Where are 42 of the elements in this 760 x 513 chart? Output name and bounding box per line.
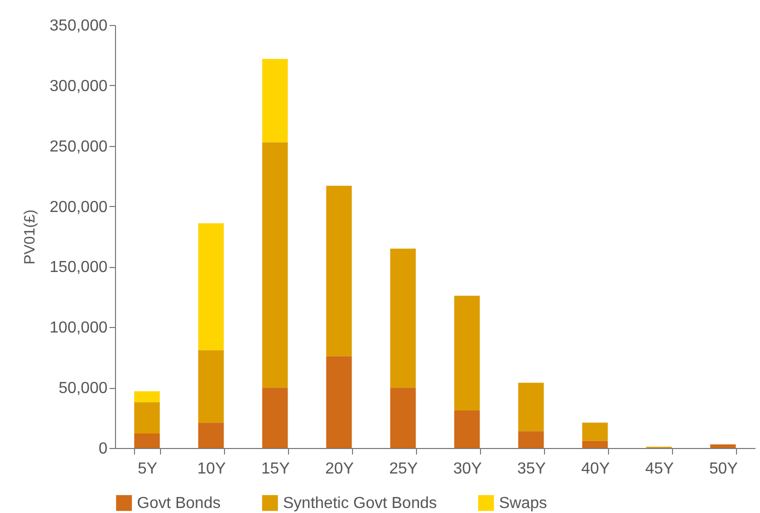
bar <box>518 431 544 448</box>
bar <box>454 296 480 411</box>
y-tick-label: 350,000 <box>50 18 108 34</box>
y-tick-label: 300,000 <box>50 78 108 95</box>
bar <box>582 440 608 448</box>
bar <box>710 444 736 448</box>
bar <box>134 402 160 434</box>
bar <box>454 410 480 448</box>
x-tick-label: 10Y <box>197 460 226 478</box>
x-tick-label: 50Y <box>709 460 738 478</box>
x-tick-label: 5Y <box>138 460 158 478</box>
x-tick-label: 30Y <box>453 460 482 478</box>
y-tick-label: 250,000 <box>50 138 108 156</box>
y-tick-label: 100,000 <box>50 320 108 337</box>
bar <box>262 58 288 142</box>
x-tick-label: 25Y <box>389 460 418 478</box>
bar <box>198 422 224 448</box>
bar <box>326 186 352 356</box>
legend-label: Synthetic Govt Bonds <box>283 495 437 512</box>
bar <box>262 142 288 388</box>
bar <box>262 388 288 448</box>
bar <box>198 223 224 350</box>
y-tick-label: 200,000 <box>50 198 108 216</box>
legend-label: Govt Bonds <box>137 495 221 512</box>
legend-label: Swaps <box>499 495 548 512</box>
y-tick-label: 150,000 <box>50 259 108 276</box>
y-axis-title: PV01(£) <box>22 209 39 265</box>
x-tick-label: 15Y <box>261 460 290 478</box>
x-tick-label: 20Y <box>325 460 354 478</box>
bar <box>390 248 416 388</box>
bar <box>198 350 224 423</box>
bar <box>134 391 160 402</box>
y-tick-label: 50,000 <box>58 380 108 398</box>
bar <box>390 388 416 448</box>
x-tick-label: 45Y <box>645 460 674 478</box>
y-tick-label: 0 <box>98 440 108 458</box>
bar <box>326 356 352 448</box>
bar <box>582 422 608 441</box>
x-tick-label: 35Y <box>517 460 546 478</box>
bar <box>518 382 544 432</box>
x-tick-label: 40Y <box>581 460 610 478</box>
bar <box>134 433 160 448</box>
